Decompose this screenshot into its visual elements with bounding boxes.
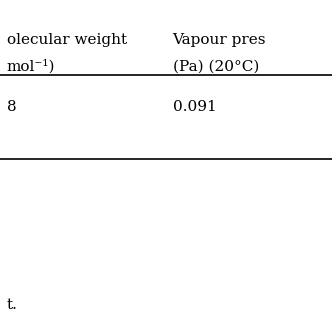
Text: olecular weight: olecular weight (7, 33, 127, 47)
Text: (Pa) (20°C): (Pa) (20°C) (173, 60, 259, 74)
Text: 8: 8 (7, 100, 16, 114)
Text: t.: t. (7, 298, 18, 312)
Text: mol⁻¹): mol⁻¹) (7, 60, 55, 74)
Text: 0.091: 0.091 (173, 100, 216, 114)
Text: Vapour pres: Vapour pres (173, 33, 266, 47)
